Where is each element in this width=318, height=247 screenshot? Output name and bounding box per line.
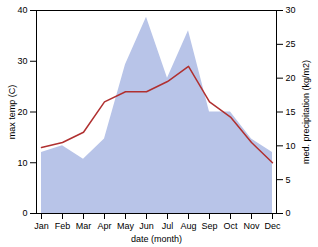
svg-text:30: 30	[286, 5, 296, 15]
svg-text:Apr: Apr	[97, 221, 111, 231]
svg-text:Aug: Aug	[180, 221, 196, 231]
svg-text:20: 20	[17, 107, 27, 117]
svg-text:Jul: Jul	[162, 221, 174, 231]
svg-text:15: 15	[286, 107, 296, 117]
svg-text:Jun: Jun	[139, 221, 154, 231]
svg-text:30: 30	[17, 56, 27, 66]
svg-text:10: 10	[286, 141, 296, 151]
svg-text:med. precipitation (kg/m2): med. precipitation (kg/m2)	[301, 60, 311, 164]
svg-text:Mar: Mar	[76, 221, 92, 231]
svg-text:5: 5	[286, 175, 291, 185]
svg-text:Feb: Feb	[55, 221, 71, 231]
svg-text:Oct: Oct	[223, 221, 238, 231]
svg-text:10: 10	[17, 158, 27, 168]
svg-text:date (month): date (month)	[131, 234, 182, 244]
svg-text:Nov: Nov	[243, 221, 260, 231]
svg-text:0: 0	[22, 208, 27, 218]
svg-text:Jan: Jan	[34, 221, 49, 231]
svg-text:40: 40	[17, 5, 27, 15]
svg-text:max temp (C): max temp (C)	[7, 85, 17, 140]
svg-text:25: 25	[286, 39, 296, 49]
svg-text:Sep: Sep	[201, 221, 217, 231]
svg-text:May: May	[117, 221, 135, 231]
svg-text:20: 20	[286, 73, 296, 83]
svg-text:0: 0	[286, 208, 291, 218]
svg-text:Dec: Dec	[264, 221, 281, 231]
